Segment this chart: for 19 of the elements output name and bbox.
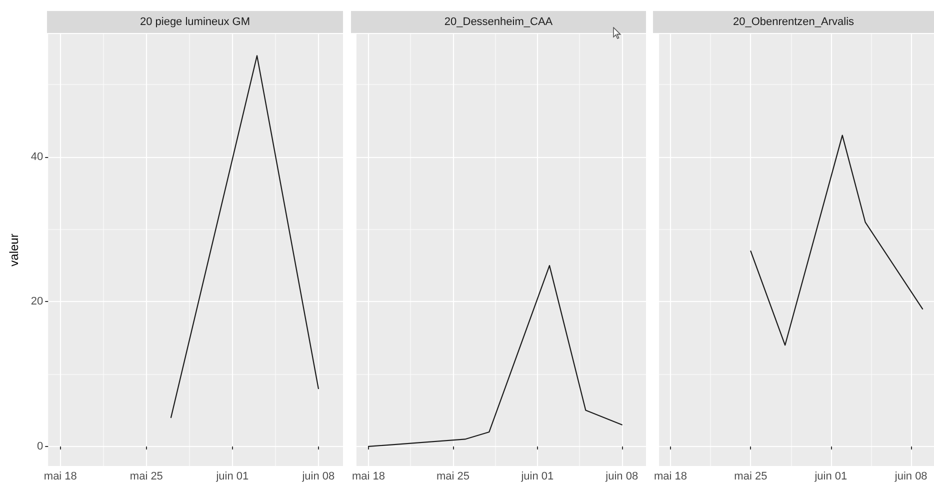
- y-tick-label: 40: [30, 151, 44, 164]
- chart-title: 20_Dessenheim_CAA: [444, 16, 554, 28]
- x-tick-label: juin 01: [520, 470, 554, 482]
- x-tick-label: juin 08: [301, 470, 335, 482]
- y-tick-label: 20: [30, 296, 44, 308]
- y-axis-title: valeur: [7, 234, 21, 266]
- chart-title: 20 piege lumineux GM: [140, 16, 250, 28]
- x-tick-label: juin 01: [215, 470, 249, 482]
- x-tick-label: mai 18: [352, 470, 386, 482]
- x-tick-label: mai 25: [130, 470, 163, 482]
- y-tick-label: 0: [37, 440, 44, 452]
- chart-title: 20_Obenrentzen_Arvalis: [732, 16, 855, 28]
- x-tick-label: mai 18: [654, 470, 688, 482]
- x-tick-label: mai 25: [436, 470, 470, 482]
- x-tick-label: juin 01: [814, 470, 848, 482]
- x-tick-label: juin 08: [604, 470, 638, 482]
- x-tick-label: mai 18: [44, 470, 77, 482]
- x-tick-label: mai 25: [734, 470, 768, 482]
- x-tick-label: juin 08: [894, 470, 928, 482]
